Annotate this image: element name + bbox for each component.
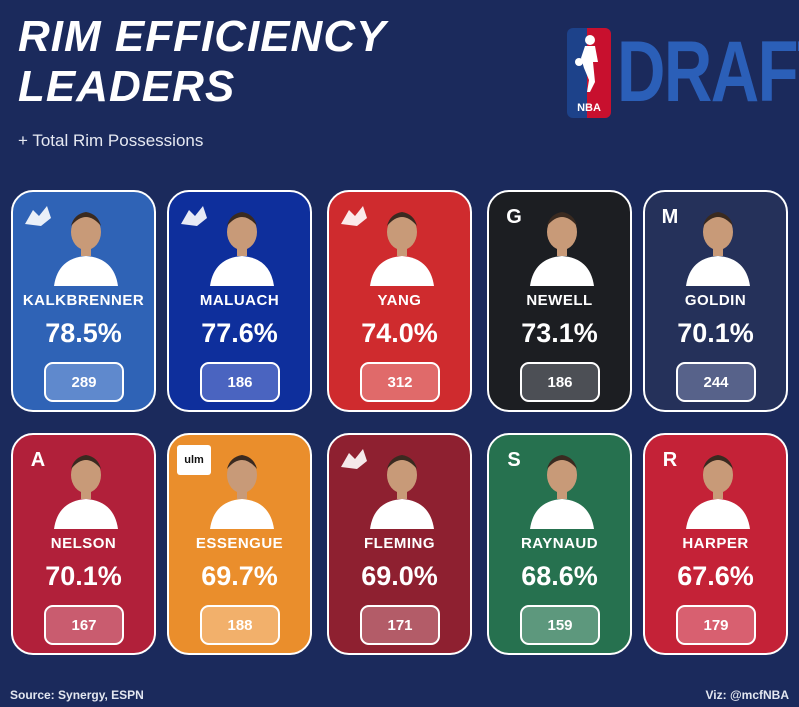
michigan-m-icon: M: [661, 205, 679, 228]
rim-efficiency-value: 67.6%: [677, 561, 754, 591]
rim-possessions-box: 186: [200, 362, 280, 402]
player-photo: [370, 455, 434, 529]
rim-possessions-box: 186: [520, 362, 600, 402]
rim-efficiency-value: 69.0%: [361, 561, 438, 591]
player-name: NEWELL: [526, 292, 593, 309]
subtitle: + Total Rim Possessions: [18, 131, 204, 150]
georgia-g-icon: G: [506, 205, 522, 228]
player-photo: [530, 212, 594, 286]
player-photo: [210, 455, 274, 529]
player-card: A NELSON 70.1% 167: [11, 433, 156, 655]
player-card: ulm ESSENGUE 69.7% 188: [167, 433, 312, 655]
player-card: KALKBRENNER 78.5% 289: [11, 190, 156, 412]
rim-possessions-box: 171: [360, 605, 440, 645]
player-card: MALUACH 77.6% 186: [167, 190, 312, 412]
rim-efficiency-value: 77.6%: [201, 318, 278, 348]
rim-efficiency-value: 78.5%: [45, 318, 122, 348]
title-line-1: RIM EFFICIENCY: [18, 12, 387, 61]
ulm-icon: ulm: [177, 445, 211, 475]
rim-efficiency-value: 74.0%: [361, 318, 438, 348]
player-name: RAYNAUD: [520, 535, 599, 552]
player-card: M GOLDIN 70.1% 244: [643, 190, 788, 412]
alabama-a-icon: A: [30, 448, 46, 471]
player-card: G NEWELL 73.1% 186: [487, 190, 632, 412]
tianjin-crest-icon: [337, 202, 371, 232]
player-photo: [686, 212, 750, 286]
player-name: ESSENGUE: [195, 535, 284, 552]
player-photo: [530, 455, 594, 529]
rim-possessions-box: 312: [360, 362, 440, 402]
nba-draft-logo: NBA DRAFT: [567, 24, 799, 120]
player-name: MALUACH: [199, 292, 280, 309]
player-photo: [370, 212, 434, 286]
rim-efficiency-value: 70.1%: [45, 561, 122, 591]
rim-possessions-box: 167: [44, 605, 124, 645]
draft-wordmark: DRAFT: [617, 24, 799, 120]
rim-possessions-box: 179: [676, 605, 756, 645]
rim-efficiency-value: 73.1%: [521, 318, 598, 348]
player-card: FLEMING 69.0% 171: [327, 433, 472, 655]
player-name: NELSON: [50, 535, 117, 552]
player-photo: [54, 212, 118, 286]
player-name: GOLDIN: [684, 292, 747, 309]
rutgers-r-icon: R: [662, 448, 678, 471]
nba-badge-text: NBA: [577, 102, 601, 114]
stanford-s-icon: S: [507, 448, 521, 471]
rim-efficiency-value: 69.7%: [201, 561, 278, 591]
player-photo: [210, 212, 274, 286]
source-note: Source: Synergy, ESPN: [10, 688, 144, 702]
title-line-2: LEADERS: [18, 62, 236, 111]
player-photo: [54, 455, 118, 529]
viz-credit: Viz: @mcfNBA: [705, 688, 790, 702]
rim-possessions-box: 188: [200, 605, 280, 645]
bluejay-icon: [21, 202, 55, 232]
rim-possessions-box: 289: [44, 362, 124, 402]
blue-devil-icon: [177, 202, 211, 232]
rim-efficiency-value: 68.6%: [521, 561, 598, 591]
player-silhouette-icon: [575, 35, 598, 92]
rim-possessions-box: 244: [676, 362, 756, 402]
player-card: S RAYNAUD 68.6% 159: [487, 433, 632, 655]
hawk-icon: [337, 445, 371, 475]
player-name: YANG: [377, 292, 422, 309]
player-photo: [686, 455, 750, 529]
page-title: RIM EFFICIENCY LEADERS: [18, 12, 386, 112]
player-name: KALKBRENNER: [22, 292, 145, 309]
rim-efficiency-value: 70.1%: [677, 318, 754, 348]
player-name: HARPER: [682, 535, 749, 552]
rim-possessions-box: 159: [520, 605, 600, 645]
player-card: R HARPER 67.6% 179: [643, 433, 788, 655]
player-name: FLEMING: [364, 535, 435, 552]
nba-logo-icon: NBA: [567, 28, 611, 118]
player-card: YANG 74.0% 312: [327, 190, 472, 412]
